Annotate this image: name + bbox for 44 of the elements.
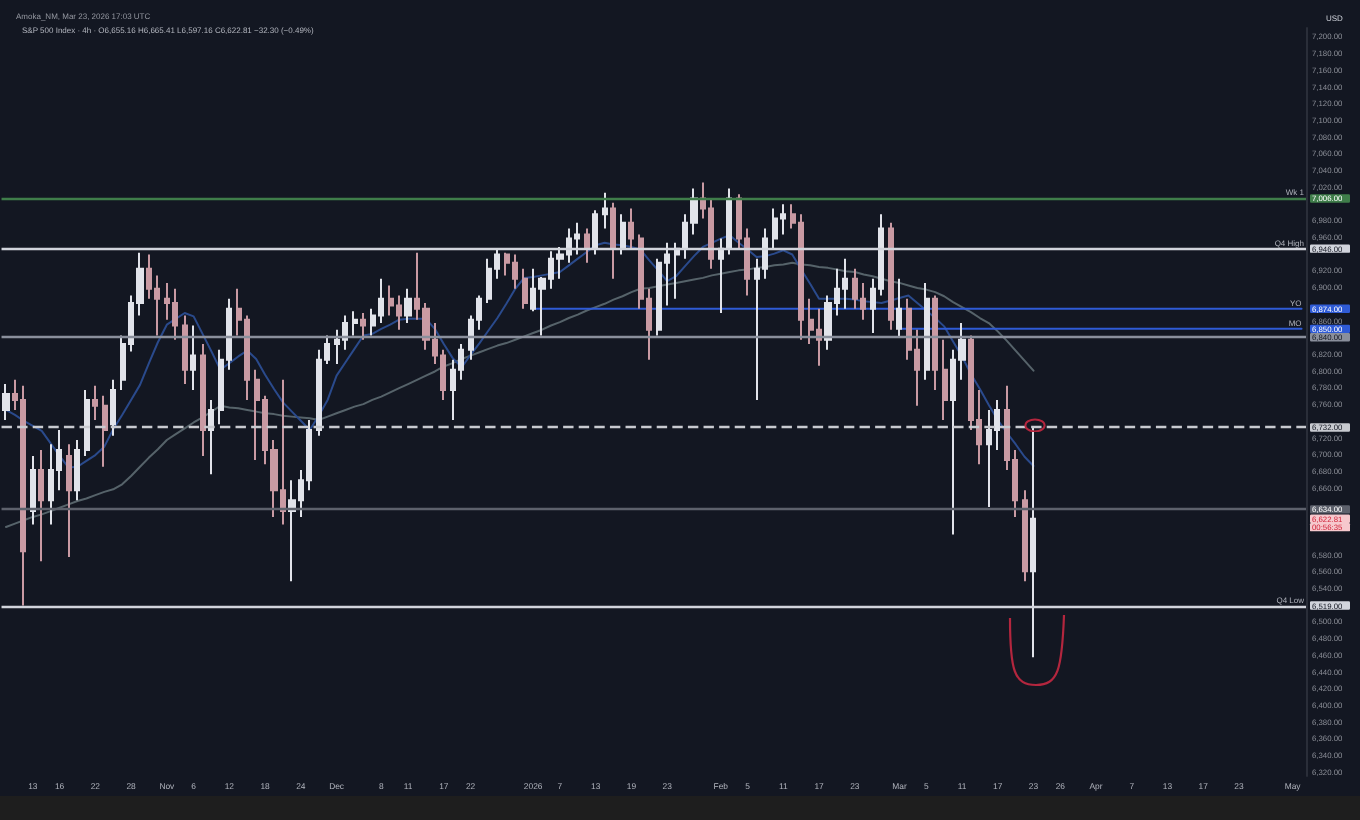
candlestick xyxy=(20,384,26,607)
candlestick xyxy=(896,277,902,339)
candlestick xyxy=(674,241,680,300)
candlestick xyxy=(360,311,366,341)
candlestick xyxy=(2,383,10,421)
candlestick xyxy=(38,449,44,563)
candlestick xyxy=(620,213,626,256)
candlestick xyxy=(522,267,528,310)
candlestick xyxy=(30,454,36,526)
candlestick xyxy=(404,287,412,325)
candlestick xyxy=(888,221,894,331)
candlestick xyxy=(1030,426,1036,659)
candlestick xyxy=(574,221,580,256)
candlestick xyxy=(932,294,938,391)
candlestick xyxy=(986,408,992,508)
candlestick xyxy=(718,237,724,314)
candlestick xyxy=(352,310,358,337)
candlestick xyxy=(182,314,188,386)
candlestick xyxy=(772,207,778,250)
candlestick xyxy=(74,439,80,502)
candlestick xyxy=(66,443,72,559)
candlestick xyxy=(584,227,590,264)
candlestick xyxy=(1022,489,1028,583)
line-series xyxy=(4,234,1035,469)
candlestick xyxy=(190,324,196,391)
candlestick xyxy=(486,257,492,304)
candlestick xyxy=(592,209,598,256)
candlestick xyxy=(110,378,116,437)
candlestick xyxy=(842,257,848,310)
candlestick xyxy=(208,398,214,476)
candlestick xyxy=(726,187,732,256)
candlestick xyxy=(200,342,206,457)
candlestick xyxy=(84,388,90,457)
candlestick xyxy=(628,207,634,250)
candlestick xyxy=(816,307,822,367)
candlestick xyxy=(924,281,930,381)
candlestick xyxy=(942,338,948,421)
candlestick xyxy=(254,368,260,462)
candlestick xyxy=(172,287,178,341)
candlestick xyxy=(610,201,616,280)
candlestick xyxy=(92,384,98,421)
candlestick xyxy=(602,191,608,230)
candlestick xyxy=(102,394,108,468)
candlestick xyxy=(512,253,518,290)
